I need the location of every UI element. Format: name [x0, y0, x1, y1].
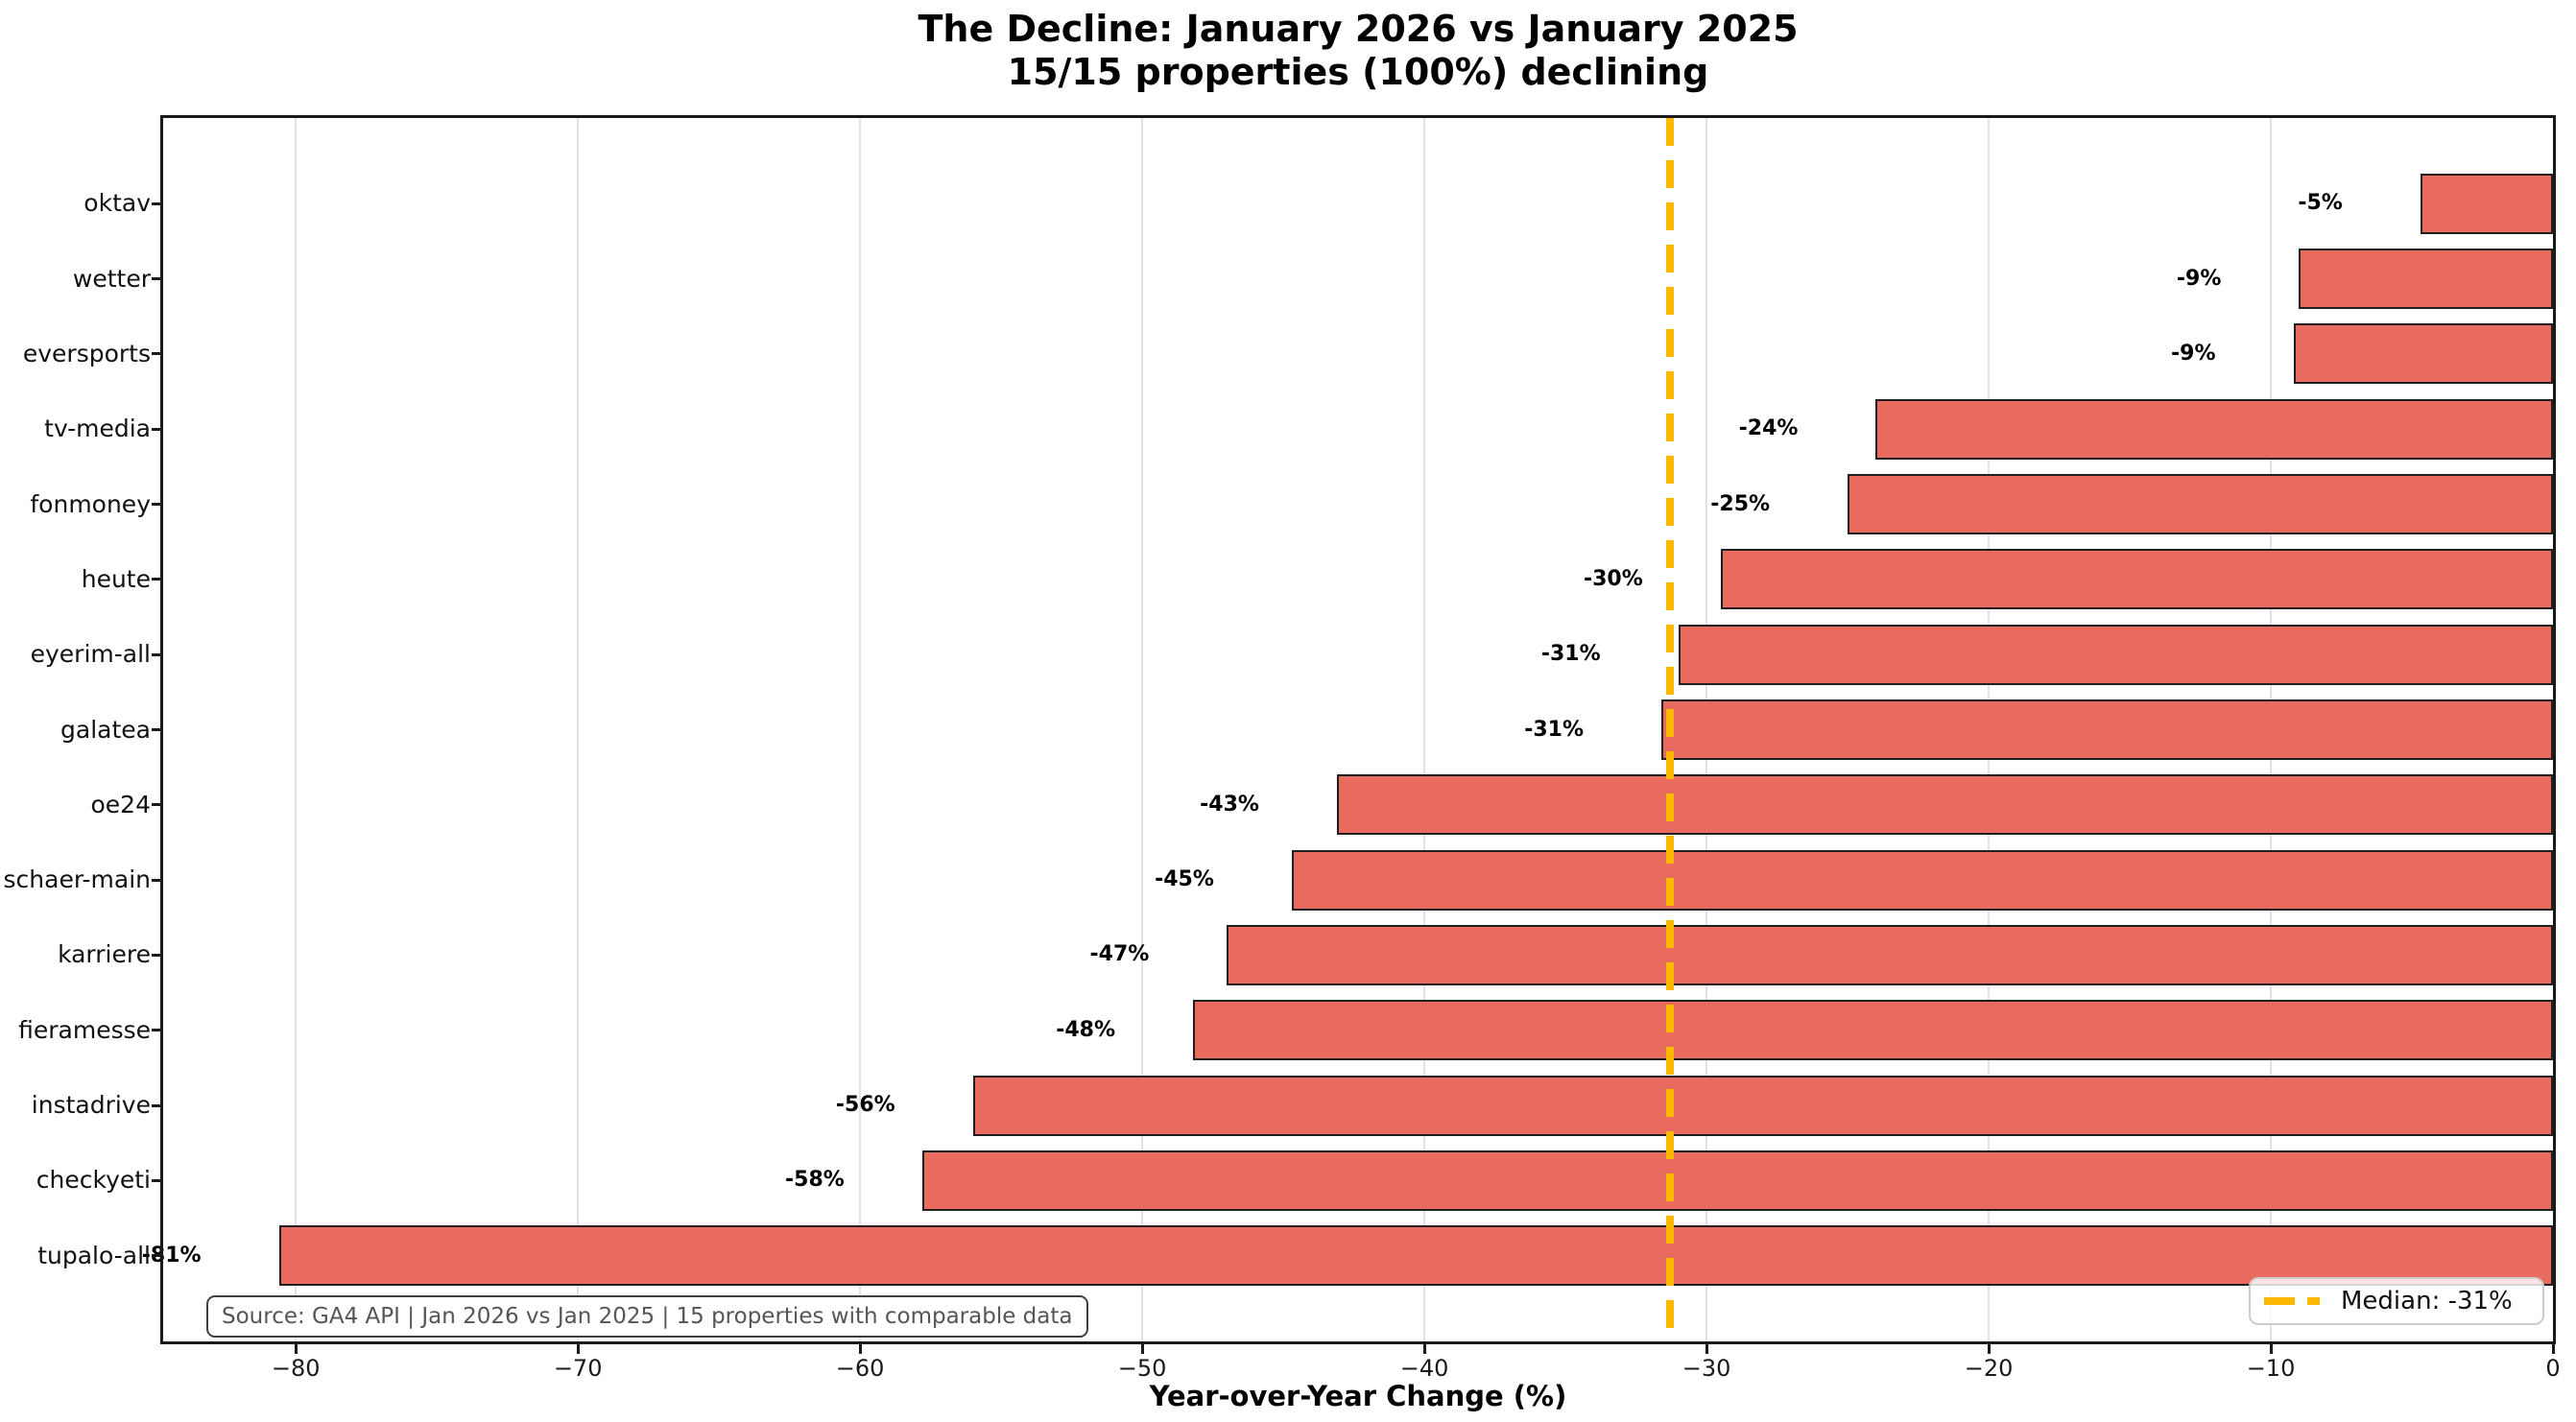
bar-heute: [1720, 549, 2553, 610]
y-tick-label-heute: heute: [81, 564, 151, 593]
bar-value-label: -31%: [1540, 642, 1601, 667]
y-tick-mark: [152, 201, 163, 205]
y-tick-label-checkyeti: checkyeti: [36, 1166, 151, 1195]
x-tick-label: −70: [553, 1355, 603, 1382]
gridline: [577, 118, 580, 1341]
y-tick-mark: [152, 953, 163, 957]
y-tick-mark: [152, 352, 163, 356]
bar-value-label: -24%: [1738, 416, 1799, 441]
x-tick-mark: [2269, 1344, 2273, 1354]
legend: Median: -31%: [2249, 1277, 2544, 1325]
x-tick-label: 0: [2545, 1355, 2561, 1382]
y-tick-mark: [152, 803, 163, 807]
x-tick-mark: [1987, 1344, 1991, 1354]
x-tick-mark: [1140, 1344, 1144, 1354]
bar-fonmoney: [1848, 474, 2553, 535]
x-tick-label: −80: [271, 1355, 321, 1382]
chart-title-line2: 15/15 properties (100%) declining: [1007, 51, 1709, 93]
y-tick-mark: [152, 728, 163, 731]
bar-value-label: -30%: [1583, 566, 1643, 591]
bar-tv-media: [1875, 398, 2553, 460]
y-tick-label-fieramesse: fieramesse: [18, 1015, 151, 1044]
x-tick-label: −40: [1399, 1355, 1449, 1382]
y-tick-label-oktav: oktav: [83, 189, 151, 218]
y-tick-mark: [152, 277, 163, 281]
x-tick-label: −50: [1117, 1355, 1167, 1382]
legend-label: Median: -31%: [2341, 1287, 2513, 1315]
y-tick-mark: [152, 1178, 163, 1182]
bar-value-label: -43%: [1200, 792, 1259, 817]
x-tick-mark: [858, 1344, 862, 1354]
y-tick-label-oe24: oe24: [90, 790, 152, 818]
bar-value-label: -5%: [2298, 191, 2343, 216]
y-tick-mark: [152, 427, 163, 431]
bar-eversports: [2293, 323, 2553, 385]
bar-oe24: [1336, 774, 2553, 836]
chart-title: The Decline: January 2026 vs January 202…: [163, 8, 2553, 94]
x-tick-label: −60: [835, 1355, 885, 1382]
source-annotation-box: Source: GA4 API | Jan 2026 vs Jan 2025 |…: [206, 1295, 1088, 1338]
bar-value-label: -45%: [1155, 867, 1214, 892]
y-tick-label-wetter: wetter: [72, 264, 151, 293]
y-tick-mark: [152, 652, 163, 656]
y-tick-label-schaer-main: schaer-main: [3, 865, 151, 894]
bar-wetter: [2299, 249, 2553, 310]
bar-value-label: -25%: [1710, 491, 1771, 516]
x-tick-label: −20: [1964, 1355, 2014, 1382]
bar-fieramesse: [1193, 1000, 2553, 1061]
y-tick-label-instadrive: instadrive: [31, 1091, 151, 1120]
bar-karriere: [1227, 924, 2553, 985]
y-tick-label-fonmoney: fonmoney: [30, 489, 151, 518]
bar-tupalo-all: [278, 1225, 2553, 1287]
bar-galatea: [1661, 699, 2553, 760]
bar-value-label: -56%: [835, 1093, 895, 1118]
y-tick-mark: [152, 1254, 163, 1258]
x-tick-label: −30: [1682, 1355, 1731, 1382]
gridline: [295, 118, 298, 1341]
gridline: [1423, 118, 1426, 1341]
bar-value-label: -58%: [785, 1168, 845, 1193]
source-annotation-text: Source: GA4 API | Jan 2026 vs Jan 2025 |…: [222, 1304, 1073, 1329]
x-tick-label: −10: [2246, 1355, 2296, 1382]
median-line: [1665, 118, 1674, 1341]
y-tick-label-karriere: karriere: [58, 940, 151, 969]
y-tick-mark: [152, 503, 163, 507]
gridline: [859, 118, 862, 1341]
y-tick-label-eversports: eversports: [22, 339, 151, 367]
bar-checkyeti: [921, 1149, 2553, 1211]
x-axis-title: Year-over-Year Change (%): [1149, 1380, 1567, 1412]
gridline: [1141, 118, 1144, 1341]
bar-instadrive: [972, 1075, 2553, 1136]
y-tick-mark: [152, 1029, 163, 1032]
bar-eyerim-all: [1678, 624, 2553, 685]
bar-value-label: -9%: [2176, 266, 2222, 291]
y-tick-mark: [152, 1103, 163, 1107]
y-tick-label-tupalo-all: tupalo-all: [37, 1241, 151, 1269]
y-tick-label-tv-media: tv-media: [44, 415, 151, 443]
x-tick-mark: [1705, 1344, 1708, 1354]
y-tick-label-eyerim-all: eyerim-all: [30, 640, 151, 669]
x-tick-mark: [294, 1344, 298, 1354]
bar-value-label: -31%: [1524, 717, 1585, 742]
y-tick-mark: [152, 578, 163, 581]
y-tick-label-galatea: galatea: [60, 715, 151, 744]
y-tick-mark: [152, 878, 163, 882]
bar-schaer-main: [1291, 849, 2553, 911]
x-tick-mark: [576, 1344, 580, 1354]
bar-value-label: -47%: [1089, 942, 1150, 967]
x-tick-mark: [2551, 1344, 2555, 1354]
chart-title-line1: The Decline: January 2026 vs January 202…: [918, 8, 1799, 50]
bar-oktav: [2420, 173, 2553, 234]
bar-value-label: -48%: [1056, 1017, 1116, 1042]
bar-value-label: -9%: [2171, 341, 2216, 366]
x-tick-mark: [1422, 1344, 1426, 1354]
median-dashed-line-swatch: [2264, 1297, 2320, 1305]
